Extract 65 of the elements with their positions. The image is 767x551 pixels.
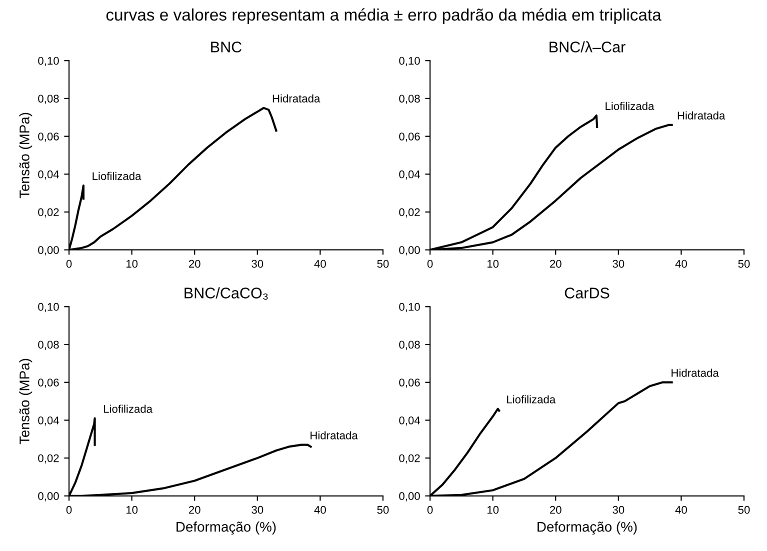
y-tick-label: 0,00 xyxy=(399,246,420,256)
chart-title: BNC/λ–Car xyxy=(550,41,626,52)
x-tick-label: 10 xyxy=(488,506,499,514)
y-tick-label: 0,10 xyxy=(38,302,59,312)
x-tick-label: 30 xyxy=(252,260,264,268)
chart-title: CarDS xyxy=(564,288,610,298)
x-tick-label: 20 xyxy=(550,260,562,268)
y-tick-label: 0,08 xyxy=(38,340,59,350)
y-tick-label: 0,04 xyxy=(38,416,59,426)
y-tick-label: 0,04 xyxy=(399,416,420,426)
y-tick-label: 0,06 xyxy=(399,132,420,142)
x-tick-label: 0 xyxy=(427,506,433,514)
x-tick-label: 20 xyxy=(188,506,200,514)
x-tick-label: 40 xyxy=(314,260,326,268)
y-tick-label: 0,08 xyxy=(38,94,59,104)
y-tick-label: 0,10 xyxy=(38,56,59,66)
x-tick-label: 30 xyxy=(612,506,624,514)
x-tick-label: 0 xyxy=(66,506,72,514)
series-label: Liofilizada xyxy=(104,404,153,413)
x-tick-label: 30 xyxy=(252,506,264,514)
y-tick-label: 0,00 xyxy=(38,492,59,502)
x-tick-label: 40 xyxy=(675,260,687,268)
x-tick-label: 20 xyxy=(188,260,200,268)
y-tick-label: 0,08 xyxy=(399,340,420,350)
y-tick-label: 0,08 xyxy=(399,94,420,104)
series-label: Hidratada xyxy=(678,111,726,120)
y-tick-label: 0,06 xyxy=(38,378,59,388)
y-tick-label: 0,10 xyxy=(399,56,420,66)
series-label: Hidratada xyxy=(310,431,358,440)
y-axis-title: Tensão (MPa) xyxy=(19,112,32,198)
x-tick-label: 50 xyxy=(738,506,750,514)
x-tick-label: 0 xyxy=(427,260,433,268)
y-axis-title: Tensão (MPa) xyxy=(19,358,32,444)
x-tick-label: 0 xyxy=(66,260,72,268)
y-tick-label: 0,02 xyxy=(38,454,59,464)
series-label: Liofilizada xyxy=(606,102,654,110)
y-tick-label: 0,06 xyxy=(38,132,59,142)
x-tick-label: 50 xyxy=(377,506,389,514)
series-label: Hidratada xyxy=(672,368,719,377)
text: curvas e valores representam a média ± erro padrão da média em triplicata xyxy=(106,8,662,24)
chart-title: BNC/CaCO₃ xyxy=(184,287,268,300)
x-axis-title: Deformação (%) xyxy=(176,522,276,535)
y-tick-label: 0,02 xyxy=(38,208,59,218)
y-tick-label: 0,10 xyxy=(399,302,420,312)
x-tick-label: 40 xyxy=(675,506,687,514)
y-tick-label: 0,00 xyxy=(399,492,420,502)
x-tick-label: 50 xyxy=(738,260,750,268)
x-tick-label: 10 xyxy=(126,506,138,514)
series-label: Hidratada xyxy=(272,94,320,102)
x-tick-label: 20 xyxy=(550,506,562,514)
y-tick-label: 0,04 xyxy=(38,170,59,180)
x-tick-label: 10 xyxy=(126,260,138,268)
x-tick-label: 40 xyxy=(314,506,326,514)
y-tick-label: 0,02 xyxy=(399,208,420,218)
y-tick-label: 0,02 xyxy=(399,454,420,464)
y-tick-label: 0,00 xyxy=(38,246,59,256)
series-label: Liofilizada xyxy=(92,172,142,180)
x-tick-label: 30 xyxy=(612,260,624,268)
x-tick-label: 50 xyxy=(377,260,389,268)
series-label: Liofilizada xyxy=(507,395,556,404)
x-tick-label: 10 xyxy=(488,260,499,268)
y-tick-label: 0,04 xyxy=(399,170,420,180)
x-axis-title: Deformação (%) xyxy=(538,522,637,535)
y-tick-label: 0,06 xyxy=(399,378,420,388)
chart-title: BNC xyxy=(211,42,242,52)
